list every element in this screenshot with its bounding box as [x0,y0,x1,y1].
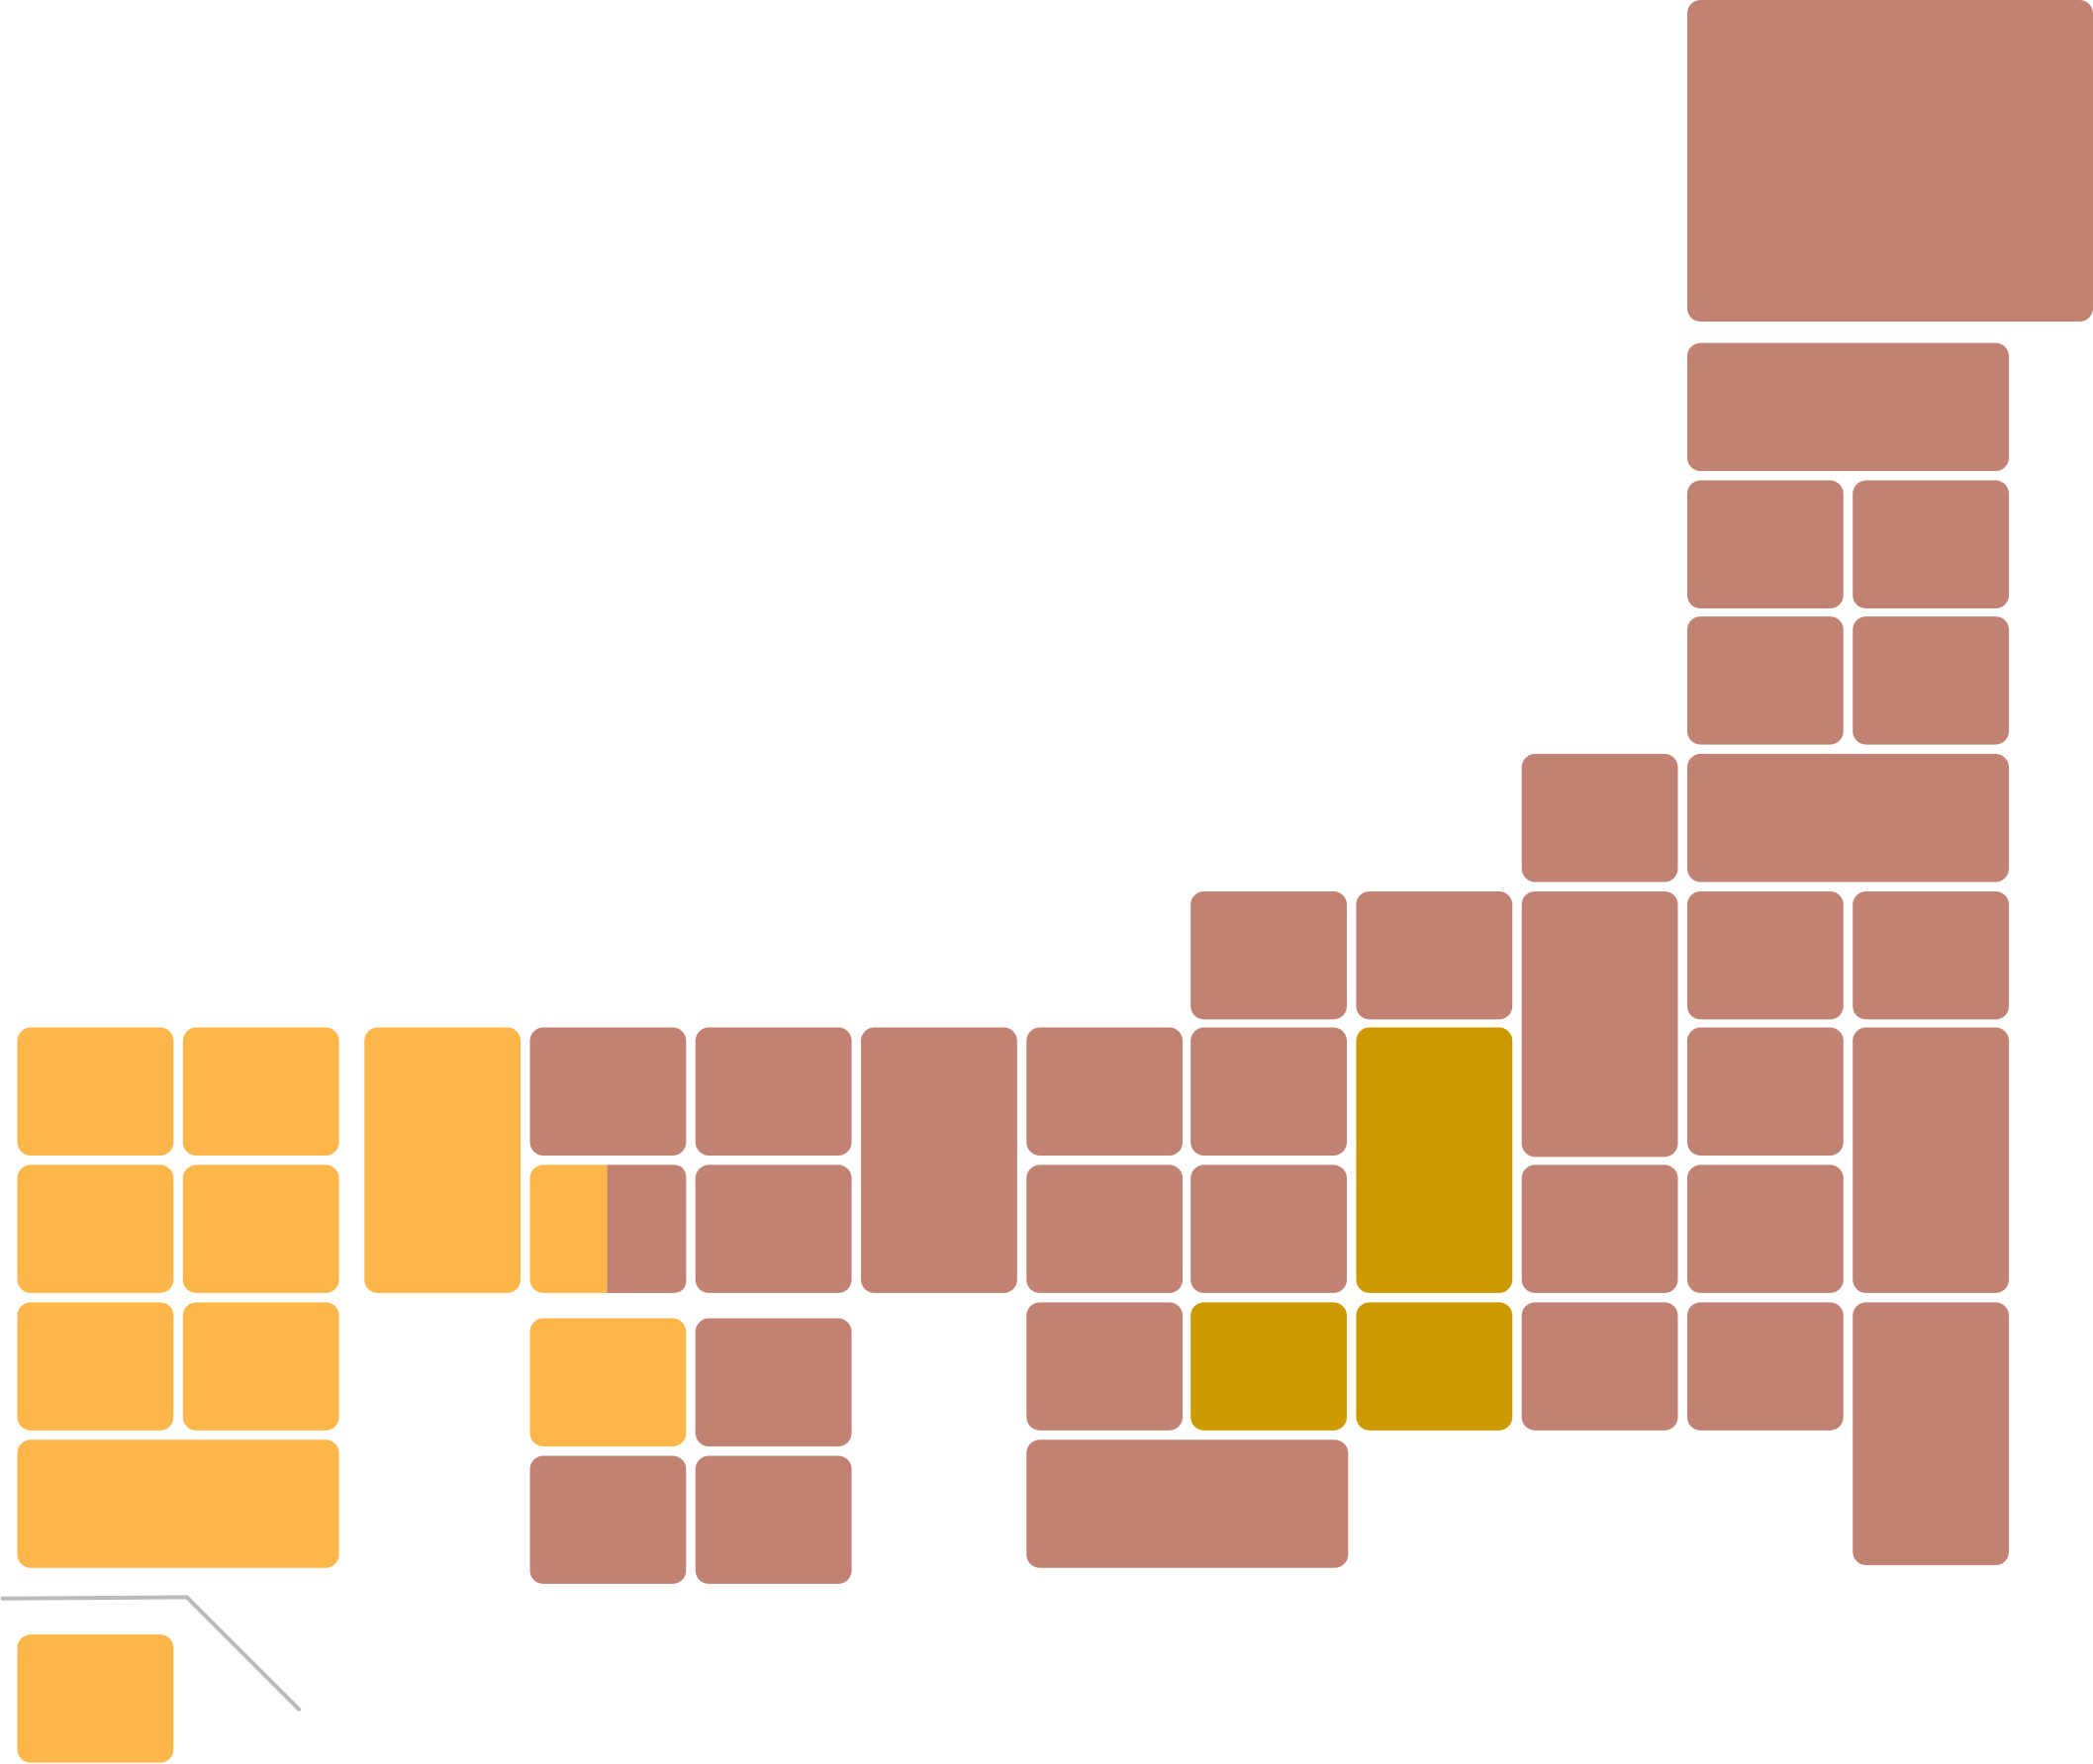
tile [1853,1027,2010,1293]
tile [1026,1027,1184,1156]
tile [1521,1164,1678,1293]
tile [1026,1439,1349,1568]
tile [695,1164,852,1293]
tile [529,1027,687,1156]
tile [182,1027,339,1156]
tile [695,1318,852,1447]
tile [182,1302,339,1431]
tile [17,1302,174,1431]
tile [1521,890,1678,1158]
tile [861,1027,1017,1293]
tile [1686,342,2010,472]
tile [695,1027,852,1156]
tile-part [607,1164,687,1293]
okinawa-separator [0,1595,302,1712]
tile [17,1439,339,1568]
tile [17,1027,174,1156]
tile [1521,1302,1678,1431]
tile [1356,1302,1513,1431]
tile [1521,754,1678,882]
tile [1686,0,2093,323]
tile [1190,1027,1347,1156]
tile [695,1455,852,1584]
tile [17,1634,174,1763]
tile [1026,1164,1184,1293]
tile [529,1318,687,1447]
tile [1686,616,1844,745]
tile [1686,1302,1844,1431]
tile [1686,754,2010,882]
tile [1853,616,2010,745]
tile [1190,890,1347,1020]
tile [529,1455,687,1584]
tile [1190,1164,1347,1293]
tile [1686,1164,1844,1293]
tile [1853,480,2010,609]
tile [1853,890,2010,1020]
tile [182,1164,339,1293]
tile [1026,1302,1184,1431]
tile [1853,1302,2010,1566]
tile [1190,1302,1347,1431]
tile [1686,480,1844,609]
tile [1356,1027,1513,1293]
tile [17,1164,174,1293]
tile [364,1027,522,1293]
tile [1356,890,1513,1020]
tile [1686,890,1844,1020]
tile [1686,1027,1844,1156]
